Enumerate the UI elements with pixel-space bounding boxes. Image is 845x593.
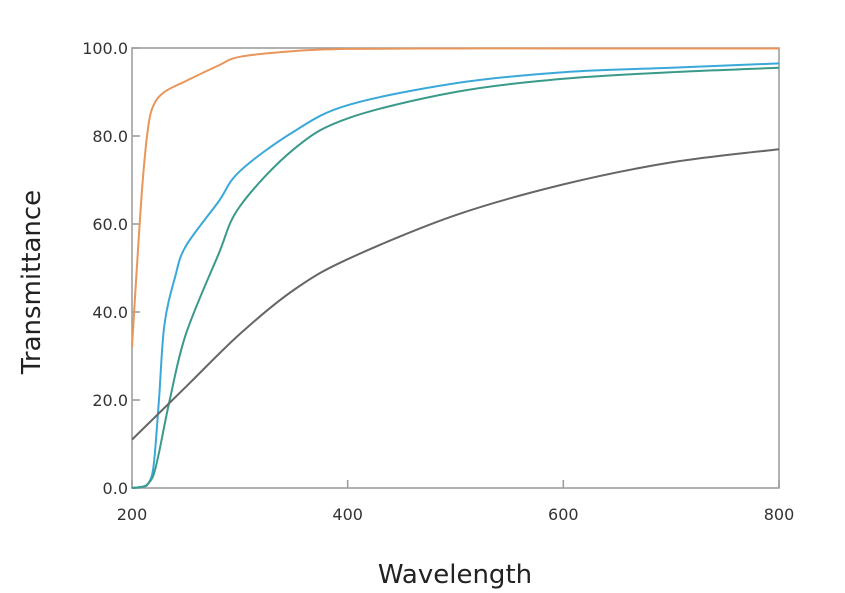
series-line-1	[131, 47, 779, 348]
y-tick-label: 0.0	[103, 479, 128, 498]
y-tick-label: 100.0	[82, 39, 128, 58]
x-tick-label: 200	[117, 505, 148, 524]
y-tick-label: 20.0	[92, 391, 128, 410]
y-tick-label: 40.0	[92, 303, 128, 322]
series-line-3	[131, 66, 780, 489]
y-tick-label: 80.0	[92, 127, 128, 146]
series-line-2	[131, 62, 780, 489]
x-tick-label: 400	[332, 505, 363, 524]
y-tick-label: 60.0	[92, 215, 128, 234]
y-axis-label: Transmittance	[17, 190, 47, 375]
series-line-4	[131, 148, 780, 441]
plot-frame	[131, 47, 780, 489]
x-axis-label: Wavelength	[378, 560, 532, 590]
x-tick-label: 800	[764, 505, 795, 524]
x-tick-label: 600	[548, 505, 579, 524]
